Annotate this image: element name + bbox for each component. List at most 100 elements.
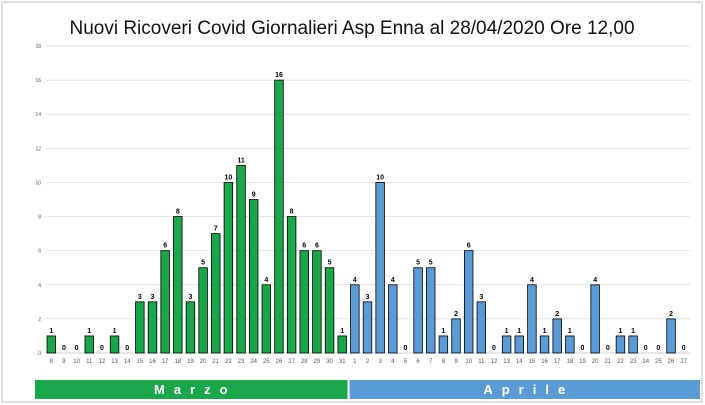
x-tick-label: 8 <box>50 359 54 365</box>
bar-value-label: 1 <box>113 328 117 335</box>
bar-value-label: 1 <box>543 328 547 335</box>
bar <box>299 250 309 354</box>
x-tick-label: 27 <box>288 359 295 365</box>
bar <box>565 335 575 354</box>
bar <box>426 267 436 354</box>
bar <box>84 335 94 354</box>
bar-value-label: 0 <box>606 345 610 352</box>
x-tick-label: 16 <box>541 359 548 365</box>
bar-value-label: 2 <box>669 311 673 318</box>
bar <box>350 284 360 354</box>
bar <box>463 250 474 354</box>
y-tick-label: 14 <box>35 112 41 118</box>
y-tick-label: 6 <box>38 249 41 255</box>
bar <box>46 335 57 354</box>
bar <box>552 318 562 354</box>
y-tick-label: 4 <box>38 283 41 289</box>
x-tick-label: 4 <box>391 359 395 365</box>
y-tick-label: 8 <box>38 215 41 221</box>
x-tick-label: 24 <box>642 359 649 365</box>
x-tick-label: 13 <box>503 359 510 365</box>
x-tick-label: 21 <box>212 359 219 365</box>
x-tick-label: 16 <box>149 359 156 365</box>
bar-value-label: 3 <box>188 294 192 301</box>
bar-value-label: 1 <box>505 328 509 335</box>
bar-value-label: 0 <box>403 345 407 352</box>
bar <box>362 301 373 354</box>
month-bands: Marzo Aprile <box>35 380 700 399</box>
x-tick-label: 15 <box>137 359 144 365</box>
bar <box>375 182 385 354</box>
bar-value-label: 2 <box>555 311 559 318</box>
month-label: Aprile <box>483 382 574 397</box>
y-tick-label: 2 <box>38 317 41 323</box>
bar-value-label: 4 <box>530 277 534 284</box>
x-tick-label: 10 <box>465 359 472 365</box>
bar <box>185 301 196 354</box>
bar <box>173 216 183 354</box>
month-band <box>349 380 700 399</box>
bar-value-label: 9 <box>252 192 256 199</box>
bar <box>615 335 626 354</box>
x-tick-label: 5 <box>404 359 408 365</box>
x-tick-label: 18 <box>174 359 181 365</box>
bar-value-label: 8 <box>290 209 294 216</box>
bar <box>628 335 638 354</box>
y-tick-label: 10 <box>35 180 41 186</box>
bar-value-label: 0 <box>62 345 66 352</box>
bar-value-label: 0 <box>100 345 104 352</box>
y-tick-label: 12 <box>35 146 41 152</box>
bar <box>324 267 335 354</box>
bar-value-label: 10 <box>376 174 384 181</box>
bars-group <box>46 79 676 354</box>
x-tick-label: 28 <box>301 359 308 365</box>
x-tick-label: 13 <box>111 359 118 365</box>
chart-title: Nuovi Ricoveri Covid Giornalieri Asp Enn… <box>69 18 634 39</box>
bar-value-label: 0 <box>492 345 496 352</box>
bar <box>590 284 600 354</box>
bar-value-label: 1 <box>631 328 635 335</box>
x-tick-label: 10 <box>73 359 80 365</box>
x-tick-label: 14 <box>516 359 523 365</box>
bar-value-label: 0 <box>125 345 129 352</box>
bar <box>539 335 550 354</box>
bar-value-label: 1 <box>340 328 344 335</box>
x-tick-label: 11 <box>86 359 93 365</box>
bar-value-label: 7 <box>214 226 218 233</box>
bar-value-label: 1 <box>87 328 91 335</box>
x-tick-label: 11 <box>478 359 485 365</box>
bar <box>527 284 537 354</box>
bar <box>236 164 246 354</box>
bar <box>438 335 449 354</box>
bar-value-label: 3 <box>138 294 142 301</box>
x-tick-label: 19 <box>187 359 194 365</box>
bar <box>666 318 676 354</box>
bar-value-label: 0 <box>682 345 686 352</box>
bar <box>274 79 284 354</box>
x-tick-label: 1 <box>353 359 357 365</box>
bar-value-label: 1 <box>568 328 572 335</box>
bar-value-label: 6 <box>302 243 306 250</box>
x-tick-labels: 8 9 10 11 12 13 14 15 16 17 18 19 20 21 22 23 24 25 26 27 28… <box>50 359 688 365</box>
month-band <box>35 380 348 399</box>
bar <box>337 335 347 354</box>
x-tick-label: 7 <box>429 359 433 365</box>
bar-value-label: 4 <box>391 277 395 284</box>
bar-value-label: 0 <box>656 345 660 352</box>
bar-value-label: 0 <box>75 345 79 352</box>
bar <box>413 267 423 354</box>
x-tick-label: 26 <box>668 359 675 365</box>
bar-value-label: 0 <box>581 345 585 352</box>
x-tick-label: 12 <box>491 359 498 365</box>
x-tick-label: 8 <box>442 359 446 365</box>
bar <box>261 284 272 354</box>
y-tick-label: 0 <box>38 351 41 357</box>
x-tick-label: 20 <box>200 359 207 365</box>
bar <box>109 335 120 354</box>
x-tick-label: 18 <box>567 359 574 365</box>
bar-value-label: 16 <box>275 72 283 79</box>
x-tick-label: 9 <box>62 359 66 365</box>
x-tick-label: 21 <box>604 359 611 365</box>
